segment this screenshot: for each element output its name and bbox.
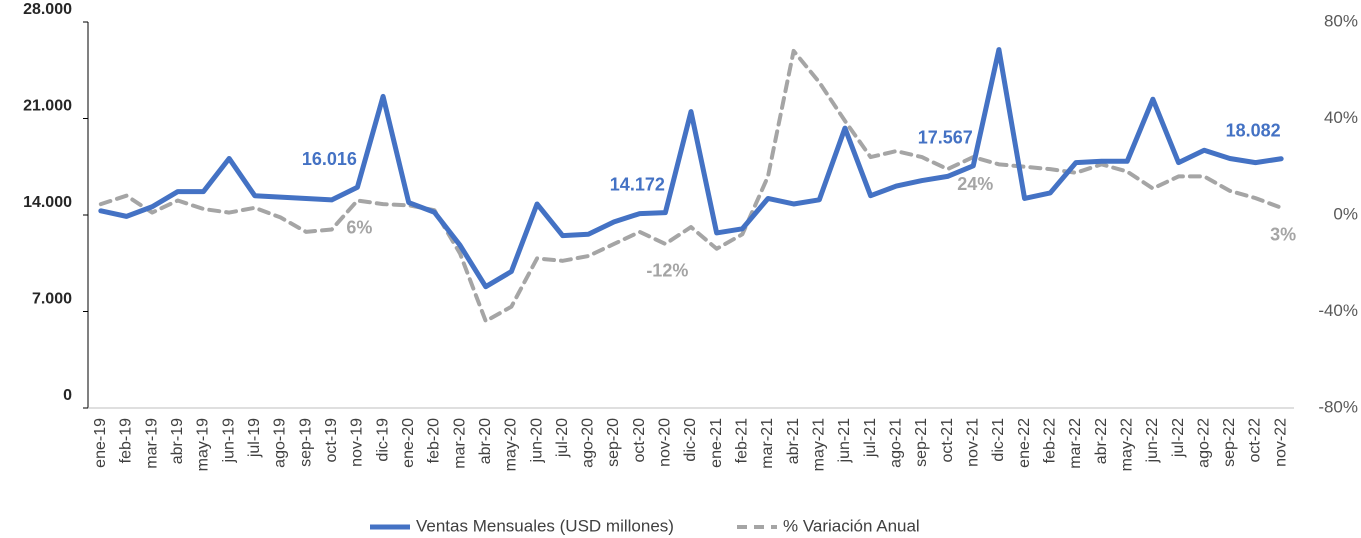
data-label: 14.172 [610, 174, 665, 194]
y2-tick-label: -40% [1318, 301, 1358, 320]
x-tick-label: abr-22 [1093, 418, 1110, 464]
x-tick-label: ene-20 [400, 418, 417, 468]
x-tick-label: oct-20 [631, 418, 648, 463]
x-tick-label: jul-22 [1170, 418, 1187, 458]
x-tick-label: mar-22 [1067, 418, 1084, 469]
y-tick-label: 28.000 [23, 1, 72, 18]
data-label: 18.082 [1226, 120, 1281, 140]
y-tick-label: 21.000 [23, 98, 72, 115]
x-tick-label: feb-19 [118, 418, 135, 463]
x-tick-label: jun-22 [1144, 418, 1161, 464]
sales-line [98, 47, 1284, 290]
x-tick-label: sep-22 [1221, 418, 1238, 467]
x-tick-label: may-21 [811, 418, 828, 471]
x-tick-label: nov-19 [349, 418, 366, 467]
x-tick-label: ene-22 [1016, 418, 1033, 468]
data-label: 17.567 [918, 128, 973, 148]
x-tick-label: jun-19 [220, 418, 237, 464]
x-tick-label: ene-19 [92, 418, 109, 468]
y-tick-label: 14.000 [23, 194, 72, 211]
x-tick-label: dic-20 [682, 418, 699, 462]
x-tick-label: feb-20 [426, 418, 443, 463]
x-tick-label: mar-19 [143, 418, 160, 469]
x-tick-label: feb-22 [1041, 418, 1058, 463]
x-tick-label: may-22 [1118, 418, 1135, 471]
x-tick-label: oct-21 [939, 418, 956, 463]
x-tick-label: ene-21 [708, 418, 725, 468]
legend-label: Ventas Mensuales (USD millones) [416, 516, 674, 535]
x-tick-label: jul-19 [246, 418, 263, 458]
x-tick-label: sep-21 [913, 418, 930, 467]
data-label: 3% [1270, 225, 1296, 245]
data-label: 16.016 [302, 149, 357, 169]
x-tick-label: feb-21 [734, 418, 751, 463]
x-tick-label: mar-20 [451, 418, 468, 469]
y-tick-label: 0 [63, 387, 72, 404]
y2-tick-label: 0% [1333, 204, 1358, 223]
x-tick-label: nov-22 [1272, 418, 1289, 467]
data-label: 24% [957, 174, 993, 194]
x-tick-label: oct-22 [1247, 418, 1264, 463]
y-tick-label: 7.000 [32, 291, 72, 308]
x-tick-label: jun-21 [836, 418, 853, 464]
x-tick-label: abr-19 [169, 418, 186, 464]
x-tick-label: sep-19 [297, 418, 314, 467]
x-tick-label: dic-21 [990, 418, 1007, 462]
y2-tick-label: 40% [1324, 108, 1358, 127]
x-tick-label: sep-20 [605, 418, 622, 467]
x-tick-label: oct-19 [323, 418, 340, 463]
x-tick-label: may-19 [195, 418, 212, 471]
x-tick-label: jun-20 [528, 418, 545, 464]
x-tick-label: jul-20 [554, 418, 571, 458]
x-tick-label: ago-21 [887, 418, 904, 468]
y2-tick-label: -80% [1318, 397, 1358, 416]
x-tick-label: abr-21 [785, 418, 802, 464]
variation-line [98, 48, 1284, 324]
x-tick-label: jul-21 [862, 418, 879, 458]
data-label: 6% [346, 217, 372, 237]
x-tick-label: ago-22 [1195, 418, 1212, 468]
data-label: -12% [646, 261, 688, 281]
x-tick-label: ago-19 [272, 418, 289, 468]
x-tick-label: abr-20 [477, 418, 494, 464]
x-tick-label: nov-21 [964, 418, 981, 467]
x-tick-label: mar-21 [759, 418, 776, 469]
x-tick-label: ago-20 [580, 418, 597, 468]
y2-tick-label: 80% [1324, 11, 1358, 30]
x-tick-label: may-20 [503, 418, 520, 471]
legend-label: % Variación Anual [783, 516, 920, 535]
x-tick-label: dic-19 [374, 418, 391, 462]
x-tick-label: nov-20 [657, 418, 674, 467]
